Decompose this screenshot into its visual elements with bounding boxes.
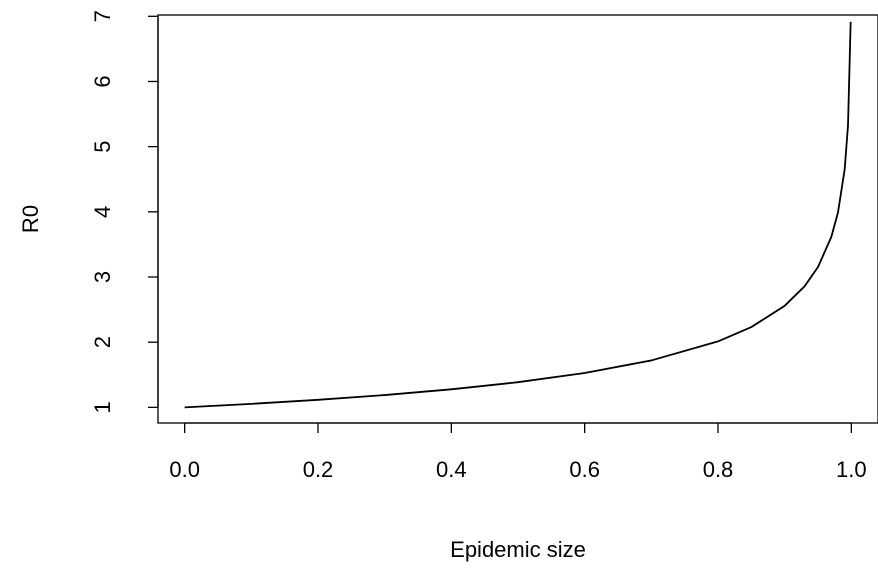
series-group xyxy=(184,21,852,409)
x-tick-label: 0.6 xyxy=(569,457,600,482)
plot-box xyxy=(157,14,878,424)
x-axis-label: Epidemic size xyxy=(450,537,586,562)
x-axis: 0.0 0.2 0.4 0.6 0.8 1.0 xyxy=(169,422,867,482)
x-tick-label: 0.0 xyxy=(169,457,200,482)
y-axis-label: R0 xyxy=(18,205,43,233)
x-tick-label: 0.2 xyxy=(303,457,334,482)
x-tick-label: 0.8 xyxy=(703,457,734,482)
r0-curve-line xyxy=(184,21,852,409)
y-axis: 1 2 3 4 5 6 7 xyxy=(90,10,159,413)
y-tick-label: 6 xyxy=(90,75,115,87)
y-tick-label: 7 xyxy=(90,10,115,22)
y-tick-label: 2 xyxy=(90,336,115,348)
y-tick-label: 4 xyxy=(90,206,115,218)
y-tick-label: 3 xyxy=(90,271,115,283)
y-tick-label: 1 xyxy=(90,401,115,413)
x-tick-label: 1.0 xyxy=(836,457,867,482)
x-tick-label: 0.4 xyxy=(436,457,467,482)
y-tick-label: 5 xyxy=(90,141,115,153)
